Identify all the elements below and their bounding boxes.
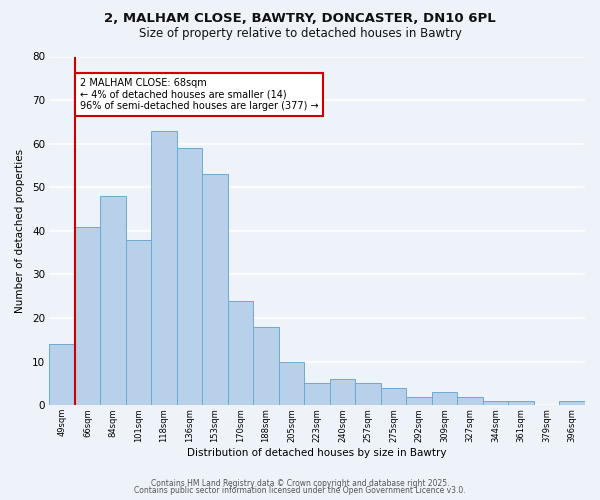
Bar <box>100 196 126 406</box>
Bar <box>304 384 330 406</box>
Text: 2 MALHAM CLOSE: 68sqm
← 4% of detached houses are smaller (14)
96% of semi-detac: 2 MALHAM CLOSE: 68sqm ← 4% of detached h… <box>80 78 319 112</box>
Bar <box>49 344 75 406</box>
Bar <box>330 379 355 406</box>
Bar <box>279 362 304 406</box>
Bar <box>457 396 483 406</box>
Text: Contains public sector information licensed under the Open Government Licence v3: Contains public sector information licen… <box>134 486 466 495</box>
Bar <box>151 130 177 406</box>
Bar <box>75 226 100 406</box>
Bar <box>483 401 508 406</box>
Bar <box>432 392 457 406</box>
Bar <box>177 148 202 406</box>
Bar <box>202 174 228 406</box>
Bar <box>508 401 534 406</box>
X-axis label: Distribution of detached houses by size in Bawtry: Distribution of detached houses by size … <box>187 448 447 458</box>
Text: Size of property relative to detached houses in Bawtry: Size of property relative to detached ho… <box>139 28 461 40</box>
Bar <box>253 327 279 406</box>
Bar <box>126 240 151 406</box>
Bar <box>355 384 381 406</box>
Y-axis label: Number of detached properties: Number of detached properties <box>15 149 25 313</box>
Bar <box>228 300 253 406</box>
Bar <box>559 401 585 406</box>
Text: Contains HM Land Registry data © Crown copyright and database right 2025.: Contains HM Land Registry data © Crown c… <box>151 478 449 488</box>
Bar <box>381 388 406 406</box>
Bar <box>406 396 432 406</box>
Text: 2, MALHAM CLOSE, BAWTRY, DONCASTER, DN10 6PL: 2, MALHAM CLOSE, BAWTRY, DONCASTER, DN10… <box>104 12 496 26</box>
